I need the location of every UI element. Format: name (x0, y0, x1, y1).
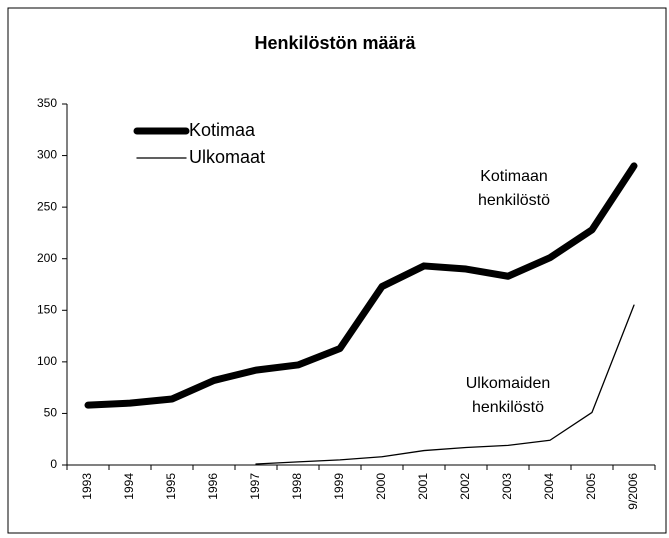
x-tick-label: 2000 (374, 473, 388, 500)
y-tick-label: 150 (37, 302, 57, 316)
annotation: Ulkomaiden (466, 375, 550, 392)
annotation: henkilöstö (472, 399, 544, 416)
x-tick-label: 2001 (416, 473, 430, 500)
chart-title: Henkilöstön määrä (254, 33, 416, 53)
y-tick-label: 300 (37, 148, 57, 162)
x-tick-label: 1994 (122, 473, 136, 500)
y-tick-label: 250 (37, 199, 57, 213)
y-tick-label: 350 (37, 96, 57, 110)
series-line (84, 162, 638, 409)
x-tick-label: 2005 (584, 473, 598, 500)
x-tick-label: 2003 (500, 473, 514, 500)
x-tick-label: 9/2006 (626, 473, 640, 510)
x-tick-label: 1998 (290, 473, 304, 500)
y-tick-label: 0 (50, 457, 57, 471)
x-tick-label: 1999 (332, 473, 346, 500)
annotation: henkilöstö (478, 192, 550, 209)
x-tick-label: 1995 (164, 473, 178, 500)
y-tick-label: 50 (44, 406, 58, 420)
x-tick-label: 2004 (542, 473, 556, 500)
y-tick-label: 200 (37, 251, 57, 265)
chart-frame (7, 7, 667, 534)
series-line (255, 304, 635, 465)
y-tick-label: 100 (37, 354, 57, 368)
x-tick-label: 1996 (206, 473, 220, 500)
legend-label: Kotimaa (189, 120, 256, 140)
annotation: Kotimaan (480, 168, 548, 185)
x-tick-label: 2002 (458, 473, 472, 500)
legend-label: Ulkomaat (189, 147, 265, 167)
x-tick-label: 1993 (80, 473, 94, 500)
x-tick-label: 1997 (248, 473, 262, 500)
